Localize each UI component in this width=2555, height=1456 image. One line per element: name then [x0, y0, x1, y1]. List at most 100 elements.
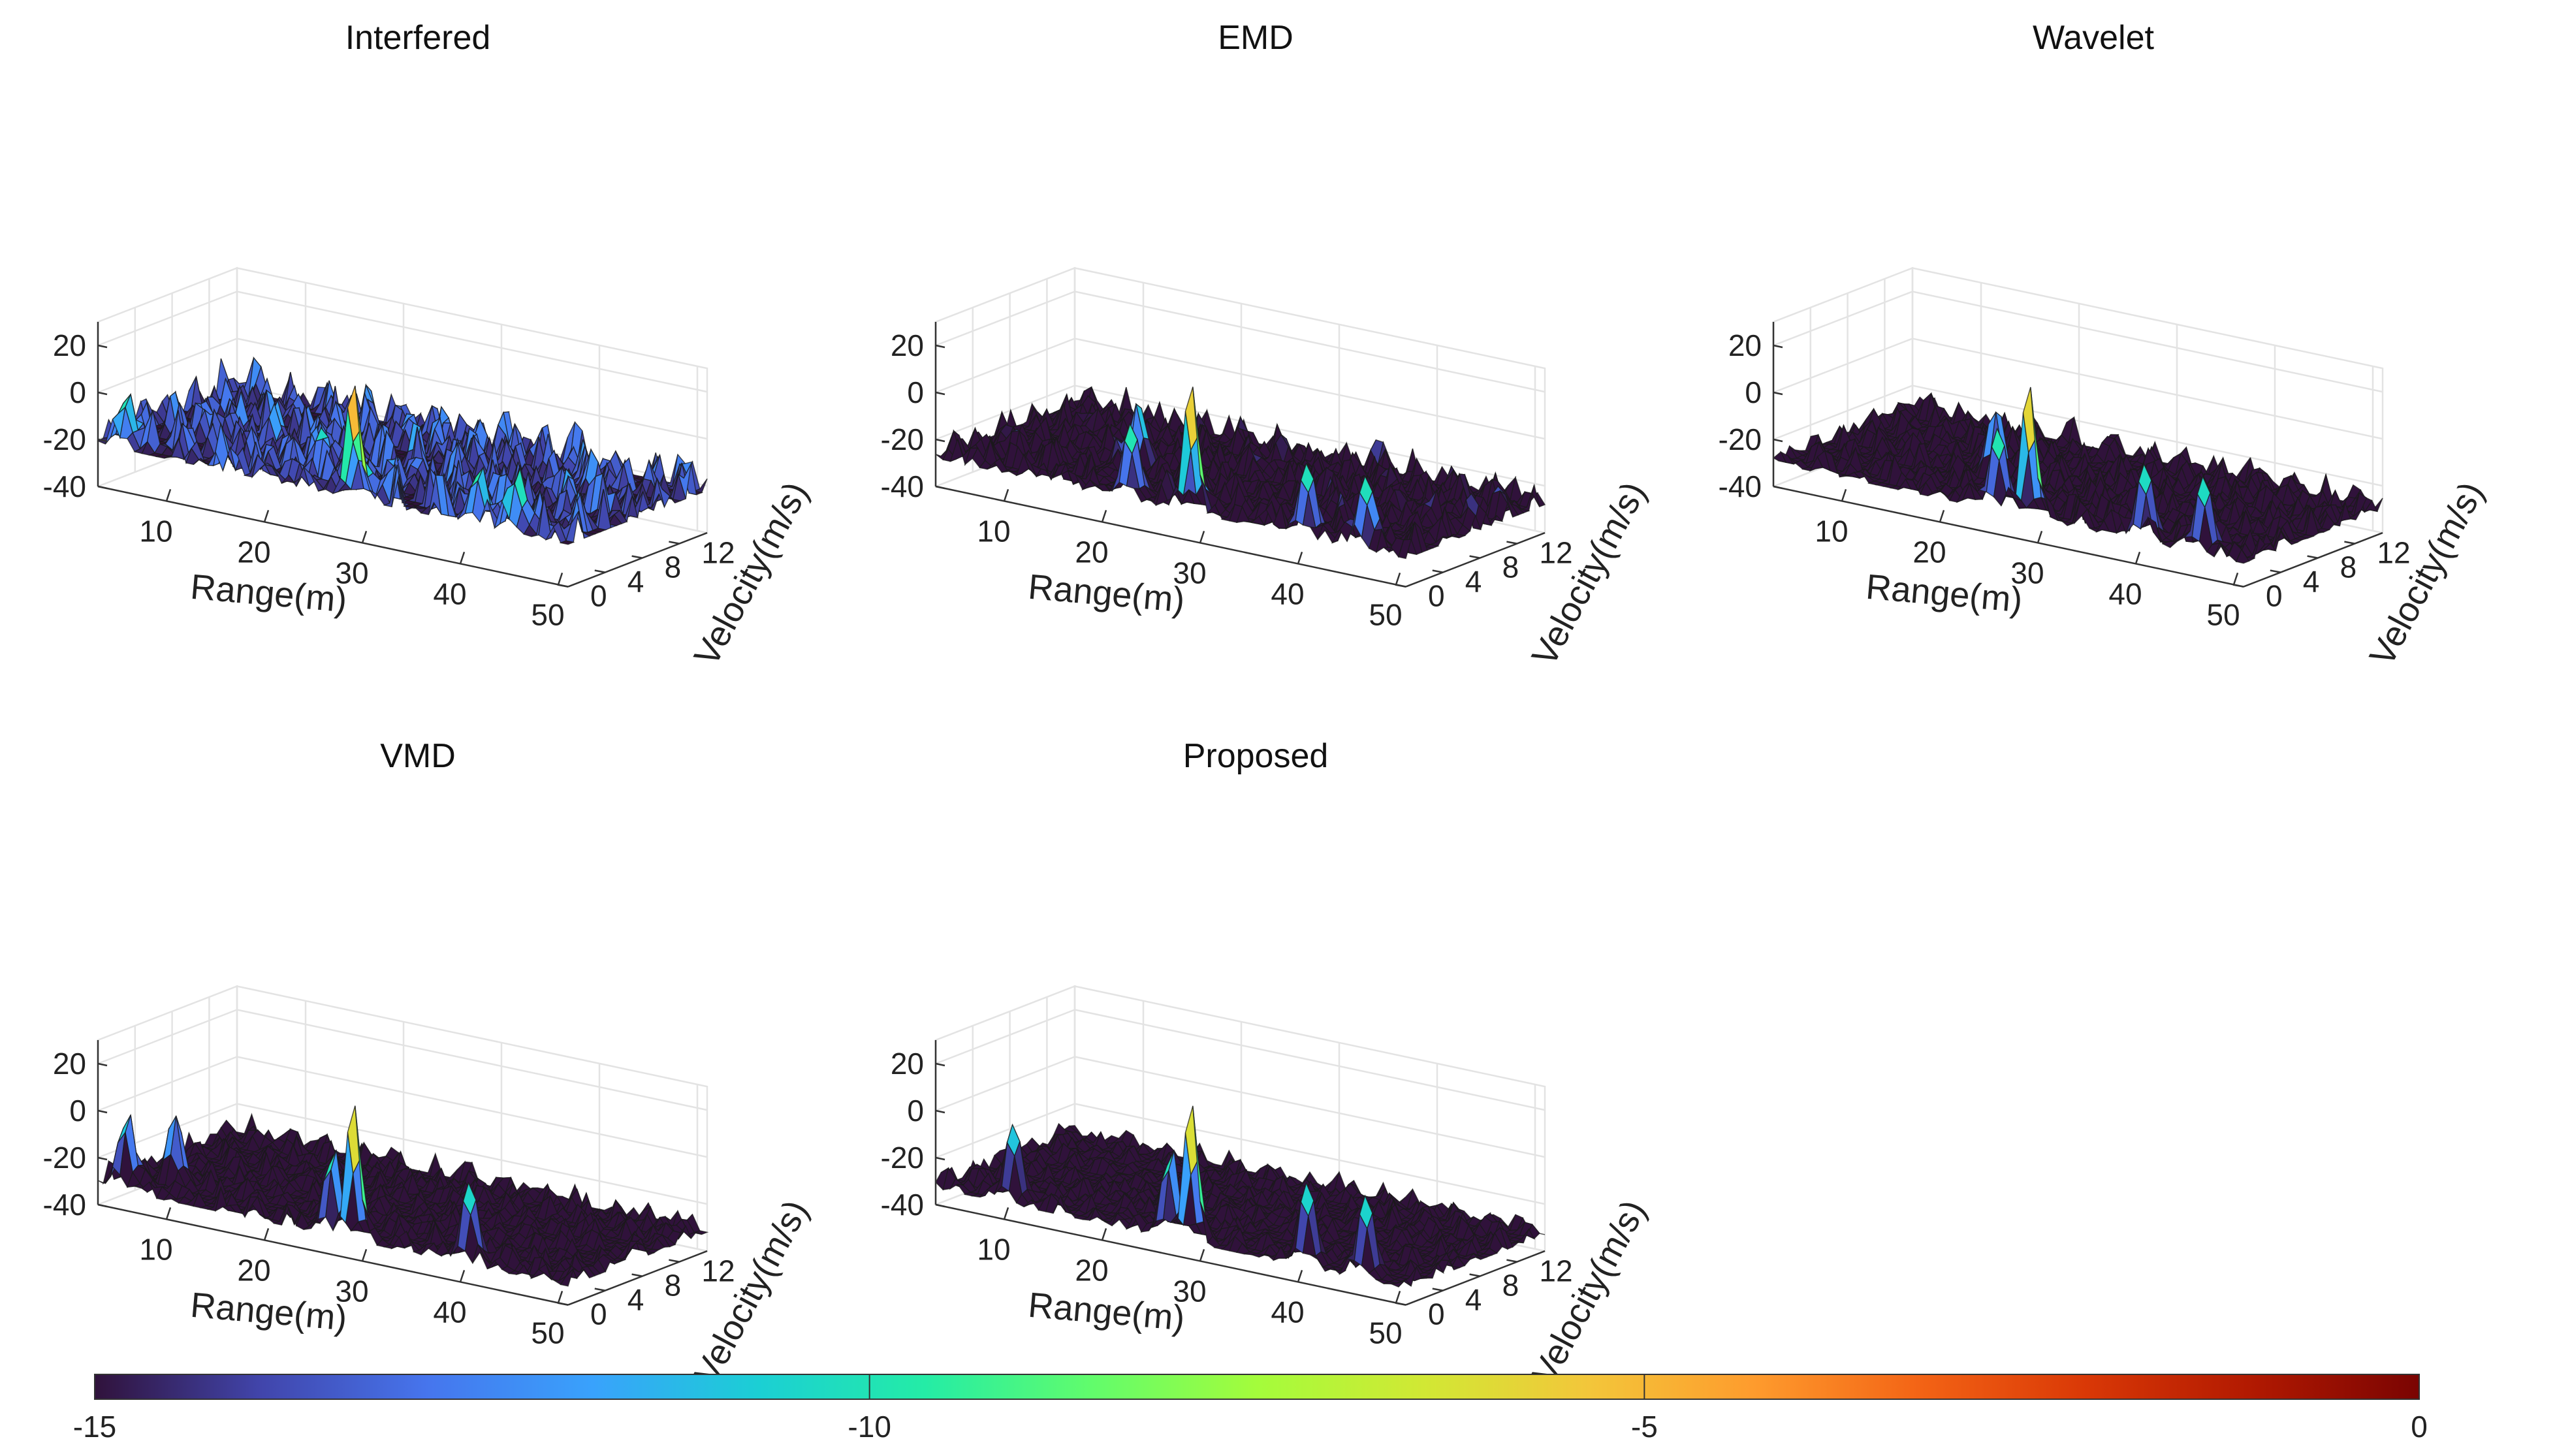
x-tick-label: 20 [237, 1253, 270, 1287]
z-tick-label: -20 [43, 422, 86, 456]
x-tick-label: 10 [139, 514, 172, 548]
z-tick-label: -40 [43, 1188, 86, 1222]
z-axis: 20 0 -20 -40 [1719, 322, 1783, 503]
x-axis: 10 20 30 40 50 Range(m) [97, 485, 569, 631]
x-tick-label: 50 [2206, 597, 2240, 631]
x-tick-label: 10 [977, 1232, 1010, 1266]
z-tick-label: -40 [881, 1188, 924, 1222]
y-tick-label: 0 [590, 579, 607, 613]
z-tick-label: 20 [891, 328, 924, 362]
colorbar-tick-label: -10 [848, 1410, 891, 1444]
x-tick-label: 40 [1271, 577, 1304, 610]
y-tick-label: 4 [627, 565, 644, 599]
x-tick-label: 50 [531, 1316, 564, 1350]
y-tick-label: 8 [1502, 550, 1519, 584]
colorbar-tick-label: 0 [2411, 1410, 2428, 1444]
y-tick-label: 12 [2377, 536, 2410, 570]
y-tick-label: 8 [1502, 1269, 1519, 1303]
x-axis-label: Range(m) [1026, 1286, 1186, 1338]
surface-mesh [97, 356, 708, 545]
z-tick-label: 20 [53, 1047, 86, 1081]
y-tick-label: 4 [627, 1283, 644, 1317]
z-tick-label: 0 [907, 375, 924, 409]
z-axis: 20 0 -20 -40 [881, 1040, 945, 1222]
x-tick-label: 20 [1075, 1253, 1108, 1287]
y-tick-label: 12 [701, 1254, 735, 1288]
y-tick-label: 4 [1465, 565, 1482, 599]
x-tick-label: 20 [237, 535, 270, 569]
y-tick-label: 8 [2340, 550, 2357, 584]
z-axis: 20 0 -20 -40 [881, 322, 945, 503]
x-tick-label: 30 [335, 1274, 368, 1308]
x-tick-label: 40 [1271, 1295, 1304, 1329]
z-tick-label: -40 [881, 469, 924, 503]
x-tick-label: 40 [433, 577, 466, 610]
x-tick-label: 50 [531, 597, 564, 631]
y-tick-label: 8 [665, 550, 682, 584]
colorbar-gradient [94, 1374, 2420, 1400]
x-tick-label: 20 [1075, 535, 1108, 569]
panel-title: EMD [1218, 19, 1293, 57]
x-tick-label: 50 [1369, 1316, 1402, 1350]
y-tick-label: 4 [1465, 1283, 1482, 1317]
panel-title: Interfered [345, 19, 491, 57]
y-tick-label: 4 [2303, 565, 2320, 599]
surface-mesh [1772, 387, 2383, 564]
colorbar-tick-label: -5 [1631, 1410, 1658, 1444]
y-axis-label: Velocity(m/s) [1525, 1194, 1654, 1390]
y-axis-label: Velocity(m/s) [687, 475, 816, 672]
x-axis: 10 20 30 40 50 Range(m) [935, 485, 1406, 631]
z-tick-label: -20 [43, 1141, 86, 1175]
x-tick-label: 30 [335, 556, 368, 590]
z-tick-label: 0 [1745, 375, 1762, 409]
x-tick-label: 10 [977, 514, 1010, 548]
y-axis-label: Velocity(m/s) [2362, 475, 2492, 672]
y-tick-label: 12 [1539, 1254, 1572, 1288]
surface-mesh [935, 386, 1546, 560]
z-tick-label: 0 [907, 1094, 924, 1128]
z-tick-label: 20 [1728, 328, 1762, 362]
x-tick-label: 30 [2010, 556, 2044, 590]
z-tick-label: -20 [881, 1141, 924, 1175]
x-tick-label: 20 [1912, 535, 1946, 569]
y-tick-label: 0 [1428, 579, 1445, 613]
y-tick-label: 0 [2266, 579, 2283, 613]
panel-title: Proposed [1183, 737, 1329, 775]
x-tick-label: 40 [2108, 577, 2142, 610]
x-axis-label: Range(m) [189, 567, 348, 620]
y-axis-label: Velocity(m/s) [687, 1194, 816, 1390]
x-tick-label: 30 [1173, 556, 1206, 590]
colorbar: -15 -10 -5 0 [73, 1374, 2428, 1444]
surface-mesh [97, 1105, 709, 1287]
panel-title: VMD [380, 737, 456, 775]
x-tick-label: 50 [1369, 597, 1402, 631]
x-axis-label: Range(m) [1864, 567, 2023, 620]
z-axis: 20 0 -20 -40 [43, 322, 108, 503]
surface-mesh [935, 1105, 1546, 1288]
x-tick-label: 40 [433, 1295, 466, 1329]
y-tick-label: 12 [701, 536, 735, 570]
x-axis-label: Range(m) [189, 1286, 348, 1338]
x-tick-label: 30 [1173, 1274, 1206, 1308]
x-tick-label: 10 [139, 1232, 172, 1266]
x-axis-label: Range(m) [1026, 567, 1186, 620]
z-axis: 20 0 -20 -40 [43, 1040, 108, 1222]
z-tick-label: -40 [43, 469, 86, 503]
y-tick-label: 12 [1539, 536, 1572, 570]
y-tick-label: 8 [665, 1269, 682, 1303]
z-tick-label: 20 [891, 1047, 924, 1081]
z-tick-label: 20 [53, 328, 86, 362]
z-tick-label: -40 [1719, 469, 1762, 503]
x-tick-label: 10 [1815, 514, 1848, 548]
z-tick-label: 0 [69, 375, 86, 409]
colorbar-tick-label: -15 [73, 1410, 116, 1444]
y-tick-label: 0 [1428, 1297, 1445, 1331]
z-tick-label: -20 [881, 422, 924, 456]
panel-title: Wavelet [2033, 19, 2154, 57]
